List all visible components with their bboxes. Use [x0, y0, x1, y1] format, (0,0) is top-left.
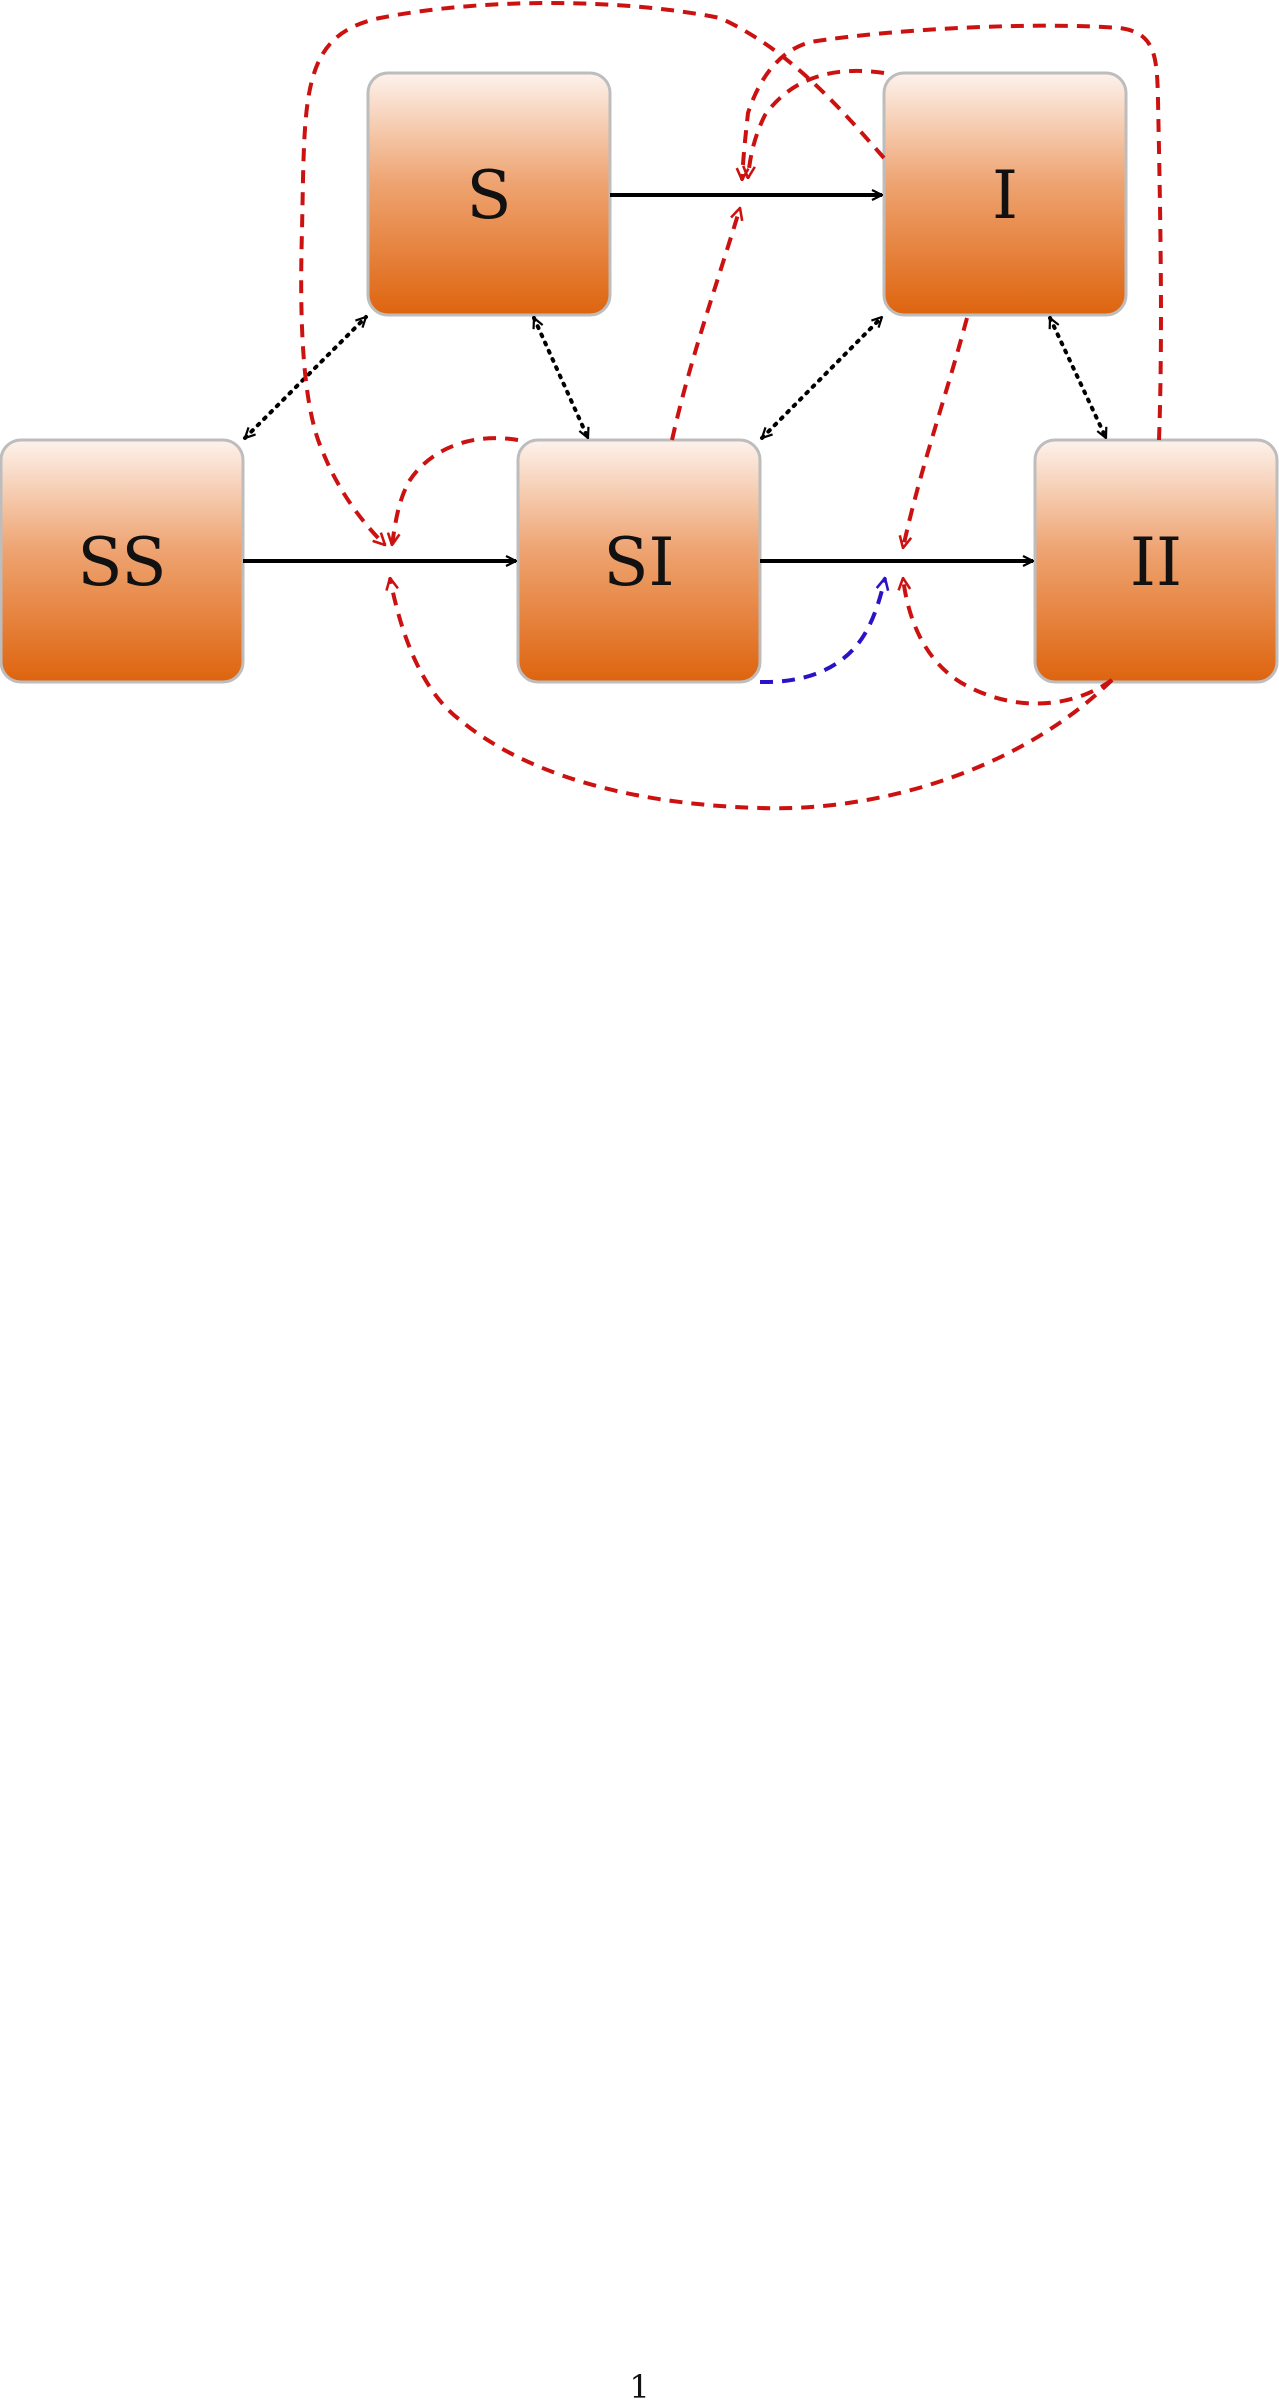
arrow-ss-s-exchange — [243, 315, 368, 440]
arrow-ii-to-si-ii-transition — [903, 578, 1114, 706]
arrow-i-to-si-ii-transition — [903, 317, 969, 548]
node-ss-label: SS — [77, 524, 166, 601]
arrow-si-to-ss-si-transition — [392, 436, 519, 545]
node-i: I — [882, 71, 1128, 317]
arrow-si-i-exchange — [760, 315, 884, 440]
arrow-s-si-exchange — [532, 318, 590, 438]
node-s-label: S — [466, 157, 511, 234]
arrow-ii-to-s-i-transition — [742, 23, 1163, 441]
node-i-label: I — [992, 157, 1018, 234]
page-number: 1 — [629, 2368, 650, 2406]
node-ii: II — [1033, 438, 1279, 684]
node-ss: SS — [0, 438, 245, 684]
arrow-i-to-ss-si-transition — [299, 1, 886, 545]
arrow-i-ii-exchange — [1048, 318, 1108, 438]
node-ii-label: II — [1130, 524, 1182, 601]
node-si-label: SI — [603, 524, 674, 601]
node-si: SI — [516, 438, 762, 684]
compartment-diagram: S I SS SI II — [0, 1, 1279, 811]
node-s: S — [366, 71, 612, 317]
arrow-ii-to-ss-si-transition — [390, 578, 1114, 811]
arrow-si-to-s-i-transition — [670, 208, 740, 441]
arrow-si-to-si-ii-transition-blue — [759, 578, 885, 685]
